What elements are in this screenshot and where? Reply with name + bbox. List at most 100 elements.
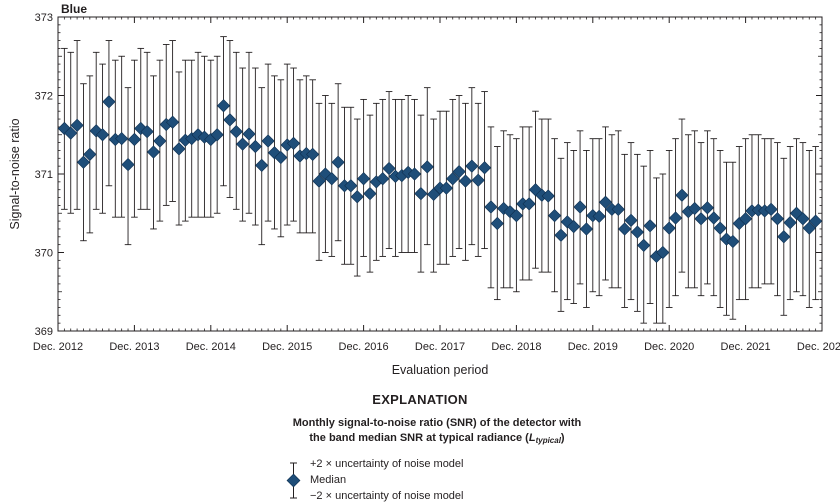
median-marker [312, 174, 326, 188]
median-marker [127, 132, 142, 147]
median-marker [146, 145, 161, 159]
legend-caption-line2: the band median SNR at typical radiance … [0, 431, 840, 448]
median-marker [458, 174, 473, 188]
median-marker [630, 225, 644, 239]
x-axis: Dec. 2012 Dec. 2013 Dec. 2014 Dec. 2015 Dec.… [33, 17, 840, 353]
median-marker [318, 167, 333, 181]
median-marker [541, 189, 555, 203]
x-tick-label: Dec. 2019 [568, 341, 618, 353]
median-marker [802, 221, 816, 235]
median-marker [777, 230, 791, 244]
median-marker [618, 222, 632, 236]
median-marker [477, 161, 492, 175]
y-tick-label: 369 [35, 326, 53, 338]
median-marker [248, 139, 262, 154]
median-marker [554, 228, 568, 242]
median-marker [140, 124, 154, 139]
median-marker [522, 197, 536, 211]
diamond-marker-icon [286, 473, 301, 488]
median-marker [95, 128, 110, 142]
median-markers [57, 95, 823, 264]
median-marker [675, 188, 689, 202]
median-marker [490, 216, 504, 231]
median-marker [223, 113, 237, 127]
median-marker [694, 212, 708, 226]
median-marker [331, 155, 345, 169]
median-marker [809, 214, 823, 228]
x-tick-label: Dec. 2018 [491, 341, 541, 353]
median-marker [579, 222, 594, 236]
median-marker [770, 212, 785, 226]
median-marker [376, 172, 390, 186]
median-marker [356, 172, 371, 186]
legend-caption-line1: Monthly signal-to-noise ratio (SNR) of t… [292, 417, 582, 429]
median-marker [76, 155, 91, 169]
y-axis-title: Signal-to-noise ratio [8, 118, 22, 229]
median-marker [611, 202, 625, 216]
x-tick-label: Dec. 2021 [721, 341, 771, 353]
median-marker [325, 172, 339, 186]
median-marker [306, 147, 320, 161]
legend-symbol [286, 462, 301, 499]
median-marker [255, 158, 269, 172]
x-tick-label: Dec. 2017 [415, 341, 465, 353]
median-marker [592, 209, 606, 224]
median-marker [382, 161, 396, 176]
y-tick-label: 373 [35, 12, 53, 24]
y-tick-label: 371 [35, 169, 53, 181]
x-tick-label: Dec. 2012 [33, 341, 83, 353]
median-marker [64, 126, 78, 140]
median-marker [509, 208, 524, 223]
y-tick-label: 370 [35, 248, 53, 260]
median-marker [420, 160, 434, 174]
median-marker [363, 187, 377, 201]
median-marker [738, 212, 753, 226]
median-marker [344, 179, 358, 193]
median-marker [573, 200, 587, 214]
median-marker [484, 200, 498, 214]
median-marker [407, 167, 422, 181]
median-marker [598, 195, 613, 209]
median-marker [236, 137, 250, 151]
median-marker [102, 95, 116, 109]
error-bar [105, 40, 113, 187]
median-marker [688, 201, 702, 216]
median-marker [210, 128, 224, 142]
median-marker [229, 124, 243, 139]
median-marker [637, 238, 651, 253]
median-marker [726, 234, 740, 249]
median-marker [713, 221, 727, 235]
median-marker [446, 172, 460, 186]
median-marker [796, 212, 810, 226]
median-marker [121, 157, 135, 172]
legend-items: +2 × uncertainty of noise model Median −… [284, 458, 544, 504]
median-marker [439, 181, 453, 195]
x-axis-title: Evaluation period [392, 363, 489, 377]
median-marker [261, 134, 275, 148]
median-marker [624, 213, 638, 227]
median-marker [153, 134, 167, 148]
x-tick-label: Dec. 2016 [339, 341, 389, 353]
legend-item-median: Median [310, 474, 347, 486]
median-marker [547, 208, 562, 223]
median-marker [656, 245, 670, 260]
median-marker [350, 190, 364, 204]
median-marker [414, 187, 428, 201]
median-marker [172, 142, 186, 156]
median-marker [700, 201, 715, 215]
x-tick-label: Dec. 2014 [186, 341, 236, 353]
median-marker [567, 219, 581, 234]
median-marker [662, 221, 676, 235]
median-marker [286, 136, 301, 151]
y-tick-label: 372 [35, 91, 53, 103]
x-tick-label: Dec. 2022 [797, 341, 840, 353]
y-axis: 369 370 371 372 373 [35, 12, 822, 338]
median-marker [115, 132, 129, 146]
legend-caption-close: ) [560, 432, 565, 444]
median-marker [83, 147, 97, 161]
median-marker [643, 219, 657, 233]
legend-caption-subscript: typical [535, 436, 561, 445]
median-marker [452, 165, 466, 179]
median-marker [465, 159, 479, 173]
